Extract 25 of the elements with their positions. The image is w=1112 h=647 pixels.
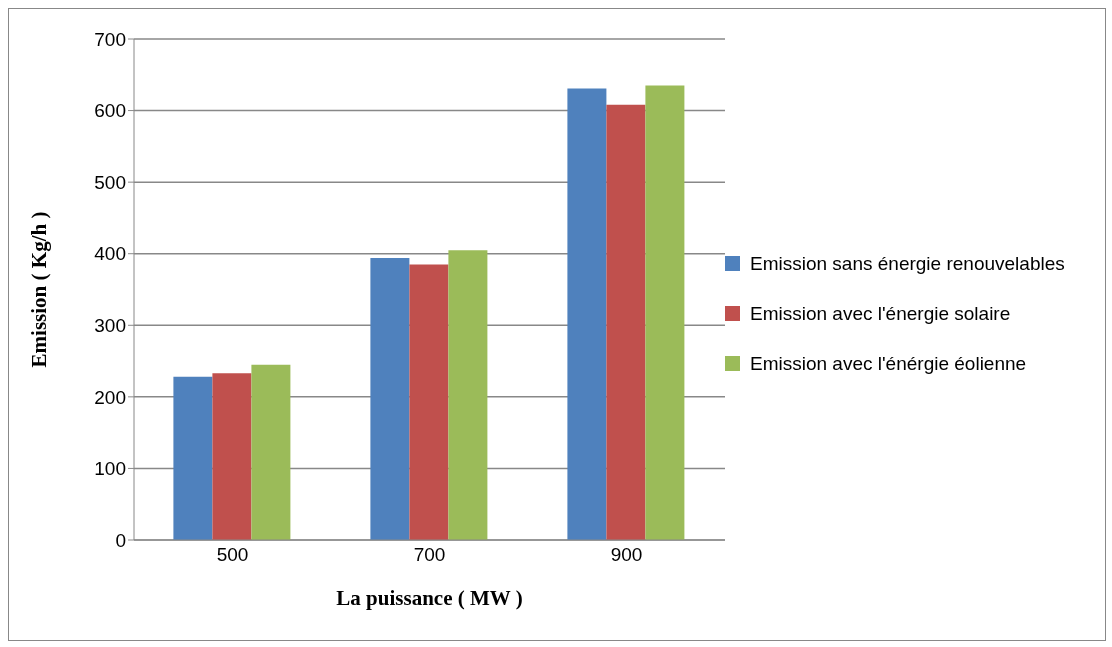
bar	[370, 258, 410, 540]
y-axis-title: Emission ( Kg/h )	[27, 211, 52, 368]
bar	[567, 88, 607, 540]
bar	[645, 85, 685, 540]
y-tick-label: 400	[94, 243, 126, 265]
x-tick-label: 900	[610, 544, 643, 566]
bar	[409, 264, 449, 540]
y-tick-label: 600	[94, 100, 126, 122]
y-tick-label: 700	[94, 28, 126, 50]
legend-label: Emission sans énergie renouvelables	[750, 251, 1065, 276]
x-axis-title: La puissance ( MW )	[336, 586, 523, 610]
x-tick-label: 500	[216, 544, 249, 566]
y-tick-label: 0	[115, 529, 126, 551]
legend-label: Emission avec l'énergie solaire	[750, 301, 1011, 326]
bar	[212, 373, 252, 540]
bar	[448, 250, 488, 540]
y-tick-label: 200	[94, 386, 126, 408]
bar	[606, 104, 646, 540]
bar	[251, 364, 291, 540]
x-tick-label: 700	[413, 544, 446, 566]
bar	[173, 376, 213, 540]
y-tick-label: 100	[94, 458, 126, 480]
legend-label: Emission avec l'énérgie éolienne	[750, 351, 1027, 376]
y-tick-label: 500	[94, 171, 126, 193]
y-tick-label: 300	[94, 315, 126, 337]
